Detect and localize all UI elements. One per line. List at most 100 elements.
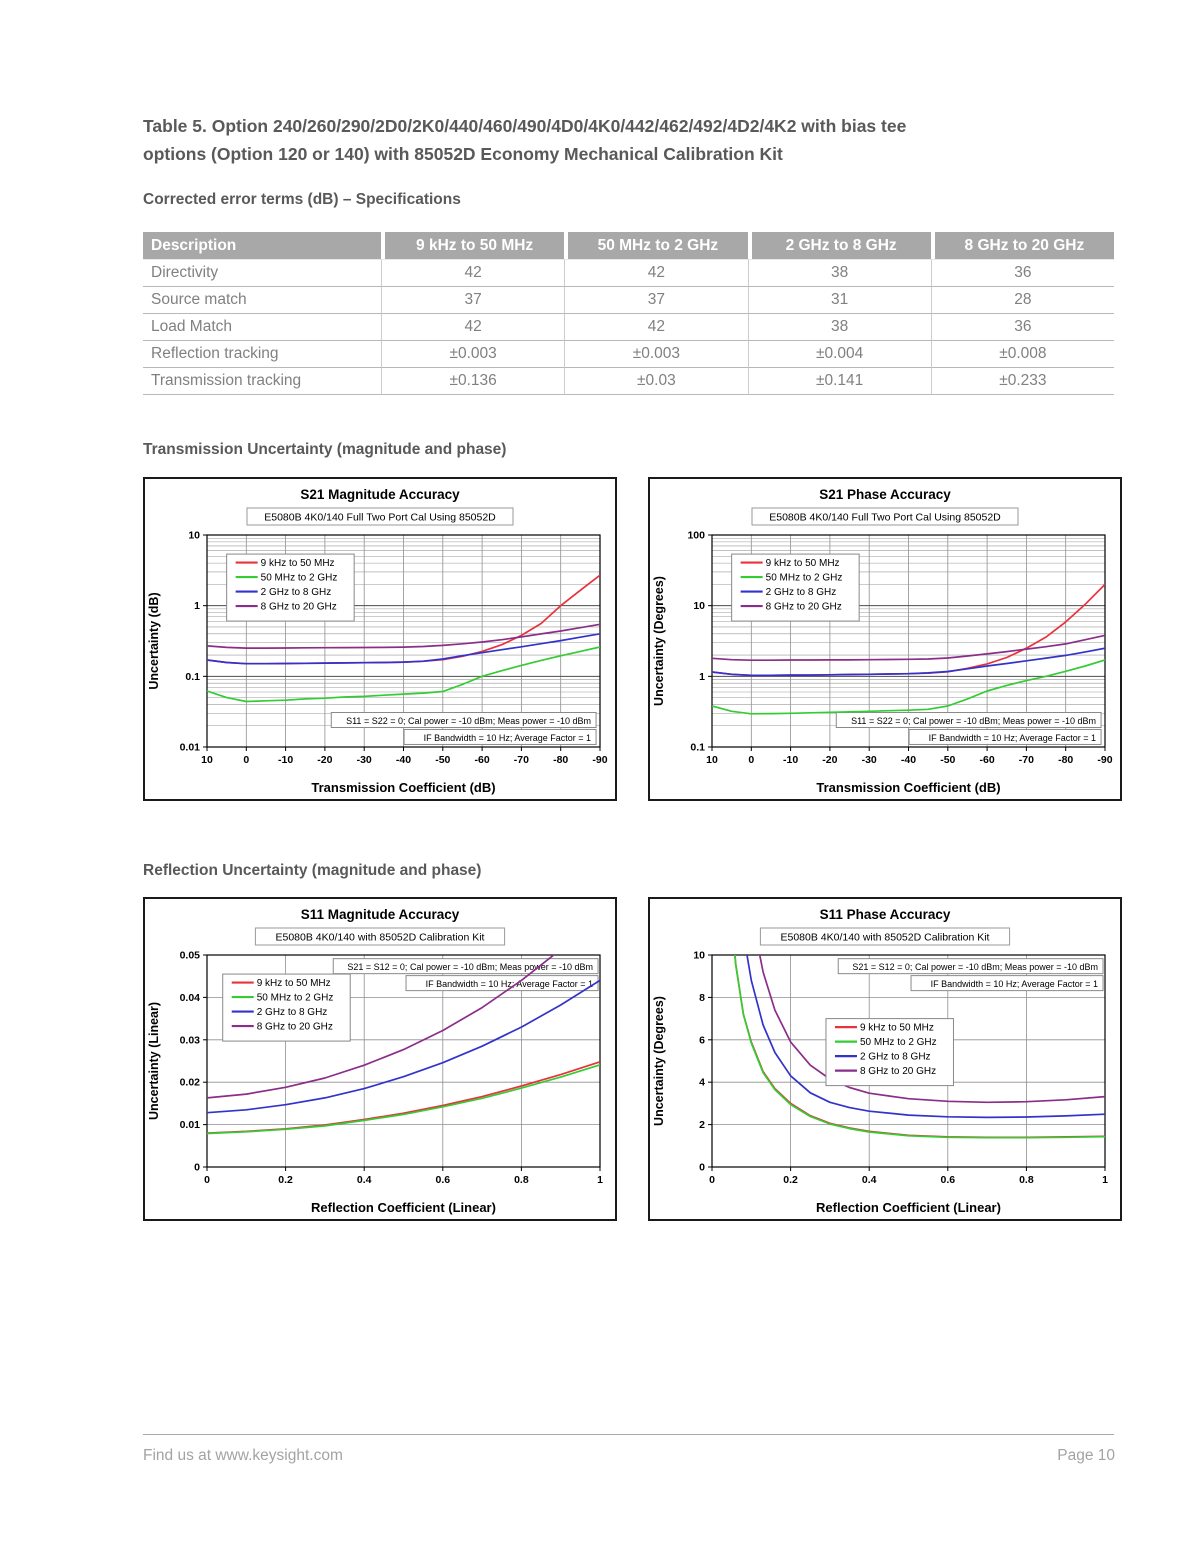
svg-text:-70: -70 xyxy=(1019,754,1034,766)
svg-text:-30: -30 xyxy=(357,754,372,766)
transmission-uncertainty-heading: Transmission Uncertainty (magnitude and … xyxy=(143,441,507,458)
svg-text:S11 = S22 = 0; Cal power = -10: S11 = S22 = 0; Cal power = -10 dBm; Meas… xyxy=(346,716,591,726)
s21-magnitude-accuracy-chart: 10 0 -10 -20 -30 -40 -50 -60 -70 -80 -90 10 1 0.1 0.01… xyxy=(143,477,617,801)
svg-text:S21 Phase Accuracy: S21 Phase Accuracy xyxy=(819,487,951,502)
svg-text:100: 100 xyxy=(687,530,705,542)
svg-text:E5080B 4K0/140 with 85052D Cal: E5080B 4K0/140 with 85052D Calibration K… xyxy=(276,932,485,944)
svg-text:S11 = S22 = 0; Cal power = -10: S11 = S22 = 0; Cal power = -10 dBm; Meas… xyxy=(851,716,1096,726)
svg-text:0.6: 0.6 xyxy=(435,1174,450,1186)
value-cell: ±0.008 xyxy=(930,341,1114,368)
column-header: 9 kHz to 50 MHz xyxy=(381,232,565,259)
svg-text:S11 Phase Accuracy: S11 Phase Accuracy xyxy=(820,907,951,922)
s21-magnitude-accuracy-plot: 10 0 -10 -20 -30 -40 -50 -60 -70 -80 -90 10 1 0.1 0.01… xyxy=(147,487,608,795)
svg-text:6: 6 xyxy=(699,1034,705,1046)
column-header: 2 GHz to 8 GHz xyxy=(747,232,931,259)
svg-text:-60: -60 xyxy=(475,754,490,766)
corrected-error-terms-heading: Corrected error terms (dB) – Specificati… xyxy=(143,191,461,208)
svg-text:S21 = S12 = 0; Cal power = -10: S21 = S12 = 0; Cal power = -10 dBm; Meas… xyxy=(347,962,593,972)
svg-text:0.1: 0.1 xyxy=(690,742,705,754)
svg-text:2 GHz to 8 GHz: 2 GHz to 8 GHz xyxy=(766,587,837,598)
s11-phase-accuracy-chart: 0 0.2 0.4 0.6 0.8 1 0 2 4 6 8 10 S21 = S12 = 0; Cal … xyxy=(648,897,1122,1221)
svg-text:9 kHz to 50 MHz: 9 kHz to 50 MHz xyxy=(261,558,335,569)
value-cell: 36 xyxy=(930,314,1114,341)
spec-table-header: Description 9 kHz to 50 MHz 50 MHz to 2 GH… xyxy=(143,232,1114,259)
svg-text:50 MHz to 2 GHz: 50 MHz to 2 GHz xyxy=(860,1037,937,1048)
value-cell: ±0.004 xyxy=(747,341,931,368)
svg-text:10: 10 xyxy=(706,754,718,766)
s21-phase-accuracy-chart: 10 0 -10 -20 -30 -40 -50 -60 -70 -80 -90 100 10 1 0.1 S… xyxy=(648,477,1122,801)
spec-table: Description 9 kHz to 50 MHz 50 MHz to 2 GH… xyxy=(143,232,1114,395)
value-cell: 38 xyxy=(747,259,931,287)
svg-text:1: 1 xyxy=(194,600,200,612)
svg-text:Uncertainty (Degrees): Uncertainty (Degrees) xyxy=(652,996,666,1126)
svg-text:-20: -20 xyxy=(317,754,332,766)
row-label: Transmission tracking xyxy=(143,368,381,395)
svg-text:S21 Magnitude Accuracy: S21 Magnitude Accuracy xyxy=(300,487,460,502)
svg-text:Uncertainty (Linear): Uncertainty (Linear) xyxy=(147,1002,161,1120)
svg-text:IF Bandwidth = 10 Hz; Average: IF Bandwidth = 10 Hz; Average Factor = 1 xyxy=(424,733,591,743)
value-cell: ±0.003 xyxy=(564,341,748,368)
svg-text:-90: -90 xyxy=(592,754,607,766)
svg-text:8 GHz to 20 GHz: 8 GHz to 20 GHz xyxy=(257,1022,333,1033)
svg-text:2 GHz to 8 GHz: 2 GHz to 8 GHz xyxy=(261,587,332,598)
svg-text:Reflection Coefficient (Linear: Reflection Coefficient (Linear) xyxy=(311,1200,496,1215)
svg-text:Uncertainty (dB): Uncertainty (dB) xyxy=(147,592,161,689)
svg-text:0.02: 0.02 xyxy=(180,1077,201,1089)
value-cell: ±0.03 xyxy=(564,368,748,395)
svg-text:2: 2 xyxy=(699,1119,705,1131)
svg-text:0.4: 0.4 xyxy=(862,1174,877,1186)
row-label: Load Match xyxy=(143,314,381,341)
svg-text:0: 0 xyxy=(709,1174,715,1186)
svg-text:-80: -80 xyxy=(553,754,568,766)
svg-text:2 GHz to 8 GHz: 2 GHz to 8 GHz xyxy=(257,1007,328,1018)
header-row: Description 9 kHz to 50 MHz 50 MHz to 2 GH… xyxy=(143,232,1114,259)
svg-text:E5080B 4K0/140 with 85052D Cal: E5080B 4K0/140 with 85052D Calibration K… xyxy=(781,932,990,944)
svg-text:8 GHz to 20 GHz: 8 GHz to 20 GHz xyxy=(261,602,337,613)
value-cell: 36 xyxy=(930,259,1114,287)
footer-page-number: Page 10 xyxy=(1057,1447,1115,1464)
svg-text:50 MHz to 2 GHz: 50 MHz to 2 GHz xyxy=(257,993,334,1004)
svg-text:0.01: 0.01 xyxy=(180,1119,201,1131)
value-cell: 37 xyxy=(564,287,748,314)
svg-text:0: 0 xyxy=(243,754,249,766)
svg-text:1: 1 xyxy=(1102,1174,1108,1186)
value-cell: 28 xyxy=(930,287,1114,314)
svg-text:Transmission Coefficient (dB): Transmission Coefficient (dB) xyxy=(816,780,1000,795)
svg-text:0: 0 xyxy=(194,1162,200,1174)
svg-text:0: 0 xyxy=(204,1174,210,1186)
svg-text:8 GHz to 20 GHz: 8 GHz to 20 GHz xyxy=(860,1066,936,1077)
reflection-uncertainty-heading: Reflection Uncertainty (magnitude and ph… xyxy=(143,862,482,879)
value-cell: ±0.141 xyxy=(747,368,931,395)
svg-text:1: 1 xyxy=(597,1174,603,1186)
footer-find-us-link[interactable]: Find us at www.keysight.com xyxy=(143,1447,343,1464)
s11-magnitude-accuracy-chart: 0 0.2 0.4 0.6 0.8 1 0 0.01 0.02 0.03 0.04 0.05 S21 =… xyxy=(143,897,617,1221)
svg-text:E5080B 4K0/140 Full Two Port C: E5080B 4K0/140 Full Two Port Cal Using 8… xyxy=(769,512,1001,524)
svg-text:0.6: 0.6 xyxy=(940,1174,955,1186)
svg-text:-70: -70 xyxy=(514,754,529,766)
page-title: Table 5. Option 240/260/290/2D0/2K0/440/… xyxy=(143,112,1133,169)
value-cell: ±0.136 xyxy=(381,368,565,395)
svg-text:0.04: 0.04 xyxy=(180,992,201,1004)
value-cell: ±0.003 xyxy=(381,341,565,368)
svg-text:50 MHz to 2 GHz: 50 MHz to 2 GHz xyxy=(261,573,338,584)
row-label: Directivity xyxy=(143,259,381,287)
column-header: 50 MHz to 2 GHz xyxy=(564,232,748,259)
column-header: Description xyxy=(143,232,381,259)
svg-text:IF Bandwidth = 10 Hz; Average: IF Bandwidth = 10 Hz; Average Factor = 1 xyxy=(931,979,1098,989)
svg-text:1: 1 xyxy=(699,671,705,683)
svg-text:10: 10 xyxy=(188,530,200,542)
table-row: Directivity 42 42 38 36 xyxy=(143,259,1114,287)
svg-text:-10: -10 xyxy=(278,754,293,766)
svg-text:2 GHz to 8 GHz: 2 GHz to 8 GHz xyxy=(860,1052,931,1063)
svg-text:0.8: 0.8 xyxy=(1019,1174,1034,1186)
svg-text:S21 = S12 = 0; Cal power = -10: S21 = S12 = 0; Cal power = -10 dBm; Meas… xyxy=(852,962,1098,972)
svg-text:Reflection Coefficient (Linear: Reflection Coefficient (Linear) xyxy=(816,1200,1001,1215)
spec-table-body: Directivity 42 42 38 36 Source match 37 37 31 28 L… xyxy=(143,259,1114,395)
svg-text:0: 0 xyxy=(699,1162,705,1174)
svg-text:8 GHz to 20 GHz: 8 GHz to 20 GHz xyxy=(766,602,842,613)
svg-text:0.03: 0.03 xyxy=(180,1034,201,1046)
svg-text:10: 10 xyxy=(693,950,705,962)
value-cell: 42 xyxy=(381,314,565,341)
row-label: Reflection tracking xyxy=(143,341,381,368)
